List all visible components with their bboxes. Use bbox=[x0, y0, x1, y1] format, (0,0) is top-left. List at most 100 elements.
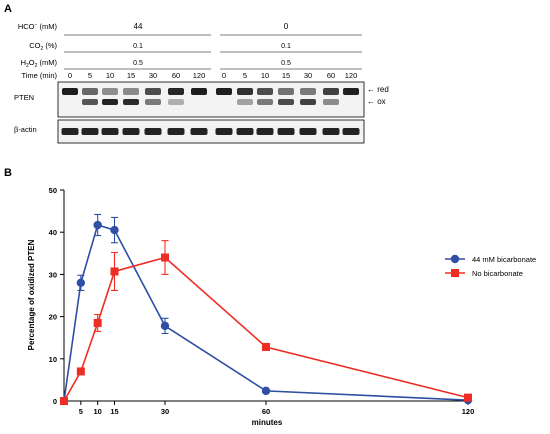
time-tick-label: 60 bbox=[327, 71, 335, 80]
pten-oxidized-band bbox=[257, 99, 273, 105]
actin-band bbox=[61, 128, 79, 135]
data-point-series-1 bbox=[110, 225, 119, 235]
x-tick-label: 15 bbox=[110, 407, 118, 416]
pten-reduced-band bbox=[82, 88, 98, 95]
pten-oxidized-band bbox=[323, 99, 339, 105]
pten-reduced-band bbox=[237, 88, 253, 95]
actin-band bbox=[342, 128, 360, 135]
actin-band bbox=[167, 128, 185, 135]
y-axis-label: Percentage of oxidized PTEN bbox=[27, 239, 36, 350]
x-axis-label: minutes bbox=[252, 418, 283, 427]
pten-reduced-band bbox=[123, 88, 139, 95]
pten-oxidized-band bbox=[237, 99, 253, 105]
pten-reduced-band bbox=[278, 88, 294, 95]
time-tick-label: 30 bbox=[304, 71, 312, 80]
hco3-value-right: 0 bbox=[284, 22, 289, 31]
pten-reduced-band bbox=[102, 88, 118, 95]
actin-band bbox=[236, 128, 254, 135]
blot-row-label-actin: β-actin bbox=[14, 125, 37, 134]
data-point-series-2 bbox=[110, 267, 119, 276]
data-point-series-2 bbox=[93, 318, 102, 327]
panel-label-a: A bbox=[4, 3, 12, 15]
legend-marker-series-1 bbox=[450, 254, 460, 264]
pten-oxidized-band bbox=[145, 99, 161, 105]
pten-oxidized-band bbox=[102, 99, 118, 105]
pten-reduced-band bbox=[145, 88, 161, 95]
hco3-value-left: 44 bbox=[134, 22, 143, 31]
y-tick-label: 10 bbox=[49, 355, 57, 364]
y-tick-label: 40 bbox=[49, 228, 57, 237]
legend: 44 mM bicarbonate No bicarbonate bbox=[445, 254, 536, 278]
time-tick-label: 15 bbox=[127, 71, 135, 80]
x-tick-label: 10 bbox=[93, 407, 101, 416]
actin-band bbox=[122, 128, 140, 135]
time-tick-label: 0 bbox=[68, 71, 72, 80]
x-tick-label: 5 bbox=[79, 407, 83, 416]
actin-blot-frame bbox=[57, 119, 365, 144]
actin-band bbox=[81, 128, 99, 135]
series-line-1 bbox=[63, 224, 469, 402]
pten-oxidized-band bbox=[168, 99, 184, 105]
y-tick-label: 0 bbox=[53, 397, 57, 406]
legend-label-series-1: 44 mM bicarbonate bbox=[472, 255, 536, 264]
actin-band bbox=[144, 128, 162, 135]
actin-band bbox=[215, 128, 233, 135]
time-tick-label: 0 bbox=[222, 71, 226, 80]
condition-label-co2: CO2 (%) bbox=[29, 41, 57, 52]
time-tick-label: 5 bbox=[243, 71, 247, 80]
time-tick-label: 5 bbox=[88, 71, 92, 80]
blot-panel: HCO− (mM) CO2 (%) H2O2 (mM) Time (min) 4… bbox=[14, 22, 389, 144]
actin-band bbox=[322, 128, 340, 135]
legend-marker-series-2 bbox=[451, 269, 459, 277]
co2-value-right: 0.1 bbox=[281, 43, 291, 50]
y-tick-label: 50 bbox=[49, 186, 57, 195]
data-point-series-2 bbox=[262, 342, 270, 351]
condition-label-h2o2: H2O2 (mM) bbox=[21, 58, 58, 69]
data-point-series-1 bbox=[93, 220, 102, 230]
time-tick-label: 60 bbox=[172, 71, 180, 80]
pten-oxidized-band bbox=[278, 99, 294, 105]
time-tick-label: 30 bbox=[149, 71, 157, 80]
pten-reduced-band bbox=[216, 88, 232, 95]
time-label: Time (min) bbox=[21, 71, 57, 80]
co2-value-left: 0.1 bbox=[133, 43, 143, 50]
actin-band bbox=[190, 128, 208, 135]
panel-label-b: B bbox=[4, 167, 12, 179]
x-tick-label: 60 bbox=[262, 407, 270, 416]
condition-label-hco3: HCO− (mM) bbox=[18, 22, 58, 31]
blot-row-label-pten: PTEN bbox=[14, 93, 34, 102]
y-tick-label: 20 bbox=[49, 313, 57, 322]
pten-oxidized-band bbox=[82, 99, 98, 105]
band-label-red: ← red bbox=[367, 85, 389, 94]
chart-panel: 0 10 20 30 40 50 5 10 15 30 60 120 Percentage of o… bbox=[27, 186, 536, 427]
pten-oxidized-band bbox=[123, 99, 139, 105]
legend-label-series-2: No bicarbonate bbox=[472, 269, 523, 278]
actin-band bbox=[277, 128, 295, 135]
pten-reduced-band bbox=[191, 88, 207, 95]
series-line-2 bbox=[63, 256, 469, 402]
time-tick-label: 120 bbox=[345, 71, 358, 80]
h2o2-value-right: 0.5 bbox=[281, 60, 291, 67]
data-point-series-1 bbox=[261, 386, 271, 396]
pten-reduced-band bbox=[323, 88, 339, 95]
data-point-series-2 bbox=[161, 253, 169, 262]
time-tick-label: 10 bbox=[261, 71, 269, 80]
time-tick-label: 15 bbox=[282, 71, 290, 80]
actin-band bbox=[256, 128, 274, 135]
pten-reduced-band bbox=[168, 88, 184, 95]
data-point-series-2 bbox=[60, 397, 68, 405]
pten-reduced-band bbox=[300, 88, 316, 95]
data-point-series-2 bbox=[76, 367, 85, 376]
time-tick-label: 10 bbox=[106, 71, 114, 80]
data-point-series-2 bbox=[464, 393, 472, 402]
time-tick-label: 120 bbox=[193, 71, 206, 80]
x-tick-label: 120 bbox=[462, 407, 475, 416]
actin-band bbox=[299, 128, 317, 135]
pten-reduced-band bbox=[62, 88, 78, 95]
pten-reduced-band bbox=[343, 88, 359, 95]
y-tick-label: 30 bbox=[49, 270, 57, 279]
actin-band bbox=[101, 128, 119, 135]
h2o2-value-left: 0.5 bbox=[133, 60, 143, 67]
band-label-ox: ← ox bbox=[367, 97, 386, 106]
